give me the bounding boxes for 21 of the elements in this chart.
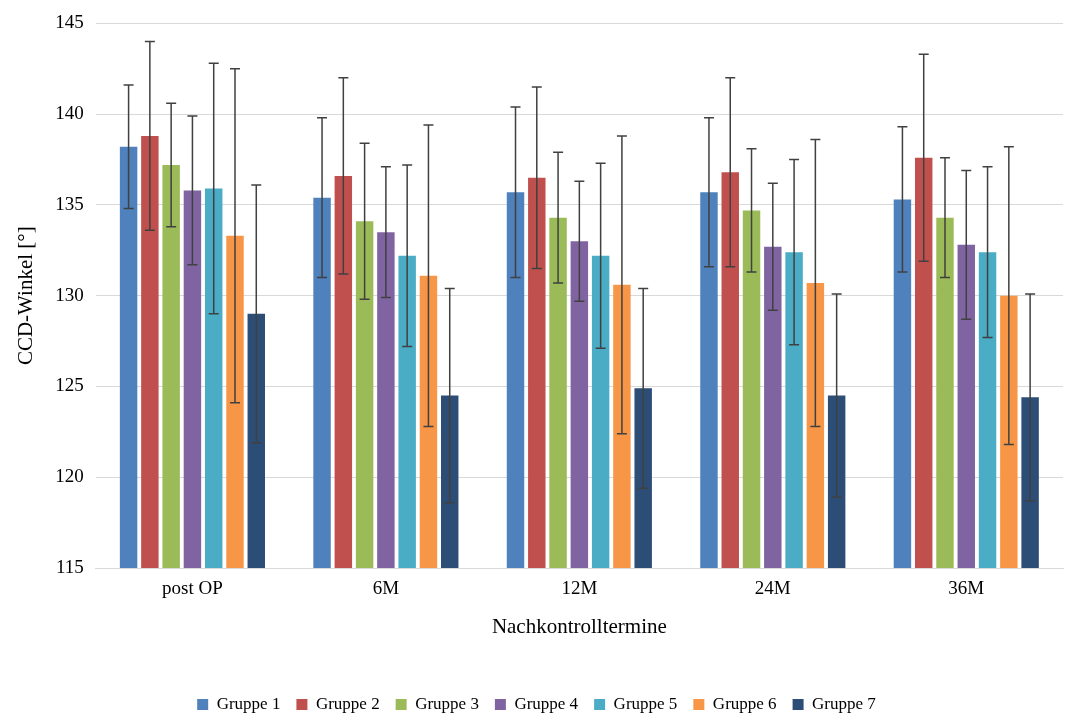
y-tick-label: 140 bbox=[55, 102, 84, 124]
x-axis-title: Nachkontrolltermine bbox=[491, 613, 667, 638]
legend-label: Gruppe 2 bbox=[315, 693, 380, 713]
legend-label: Gruppe 1 bbox=[216, 693, 281, 713]
legend-label: Gruppe 7 bbox=[812, 693, 877, 713]
legend-label: Gruppe 4 bbox=[514, 693, 579, 713]
y-tick-label: 130 bbox=[55, 283, 84, 305]
x-tick-label: post OP bbox=[162, 577, 223, 599]
y-tick-label: 120 bbox=[55, 465, 84, 487]
x-tick-label: 6M bbox=[372, 577, 400, 599]
y-axis-title: CCD-Winkel [°] bbox=[13, 226, 38, 366]
y-tick-label: 135 bbox=[55, 192, 84, 214]
y-tick-label: 115 bbox=[55, 555, 84, 577]
x-tick-label: 36M bbox=[948, 577, 985, 599]
y-tick-label: 125 bbox=[55, 374, 84, 396]
x-tick-label: 24M bbox=[754, 577, 791, 599]
legend-label: Gruppe 5 bbox=[613, 693, 678, 713]
x-tick-label: 12M bbox=[561, 577, 598, 599]
legend-label: Gruppe 6 bbox=[712, 693, 777, 713]
legend-label: Gruppe 3 bbox=[415, 693, 479, 713]
y-tick-label: 145 bbox=[55, 11, 84, 33]
